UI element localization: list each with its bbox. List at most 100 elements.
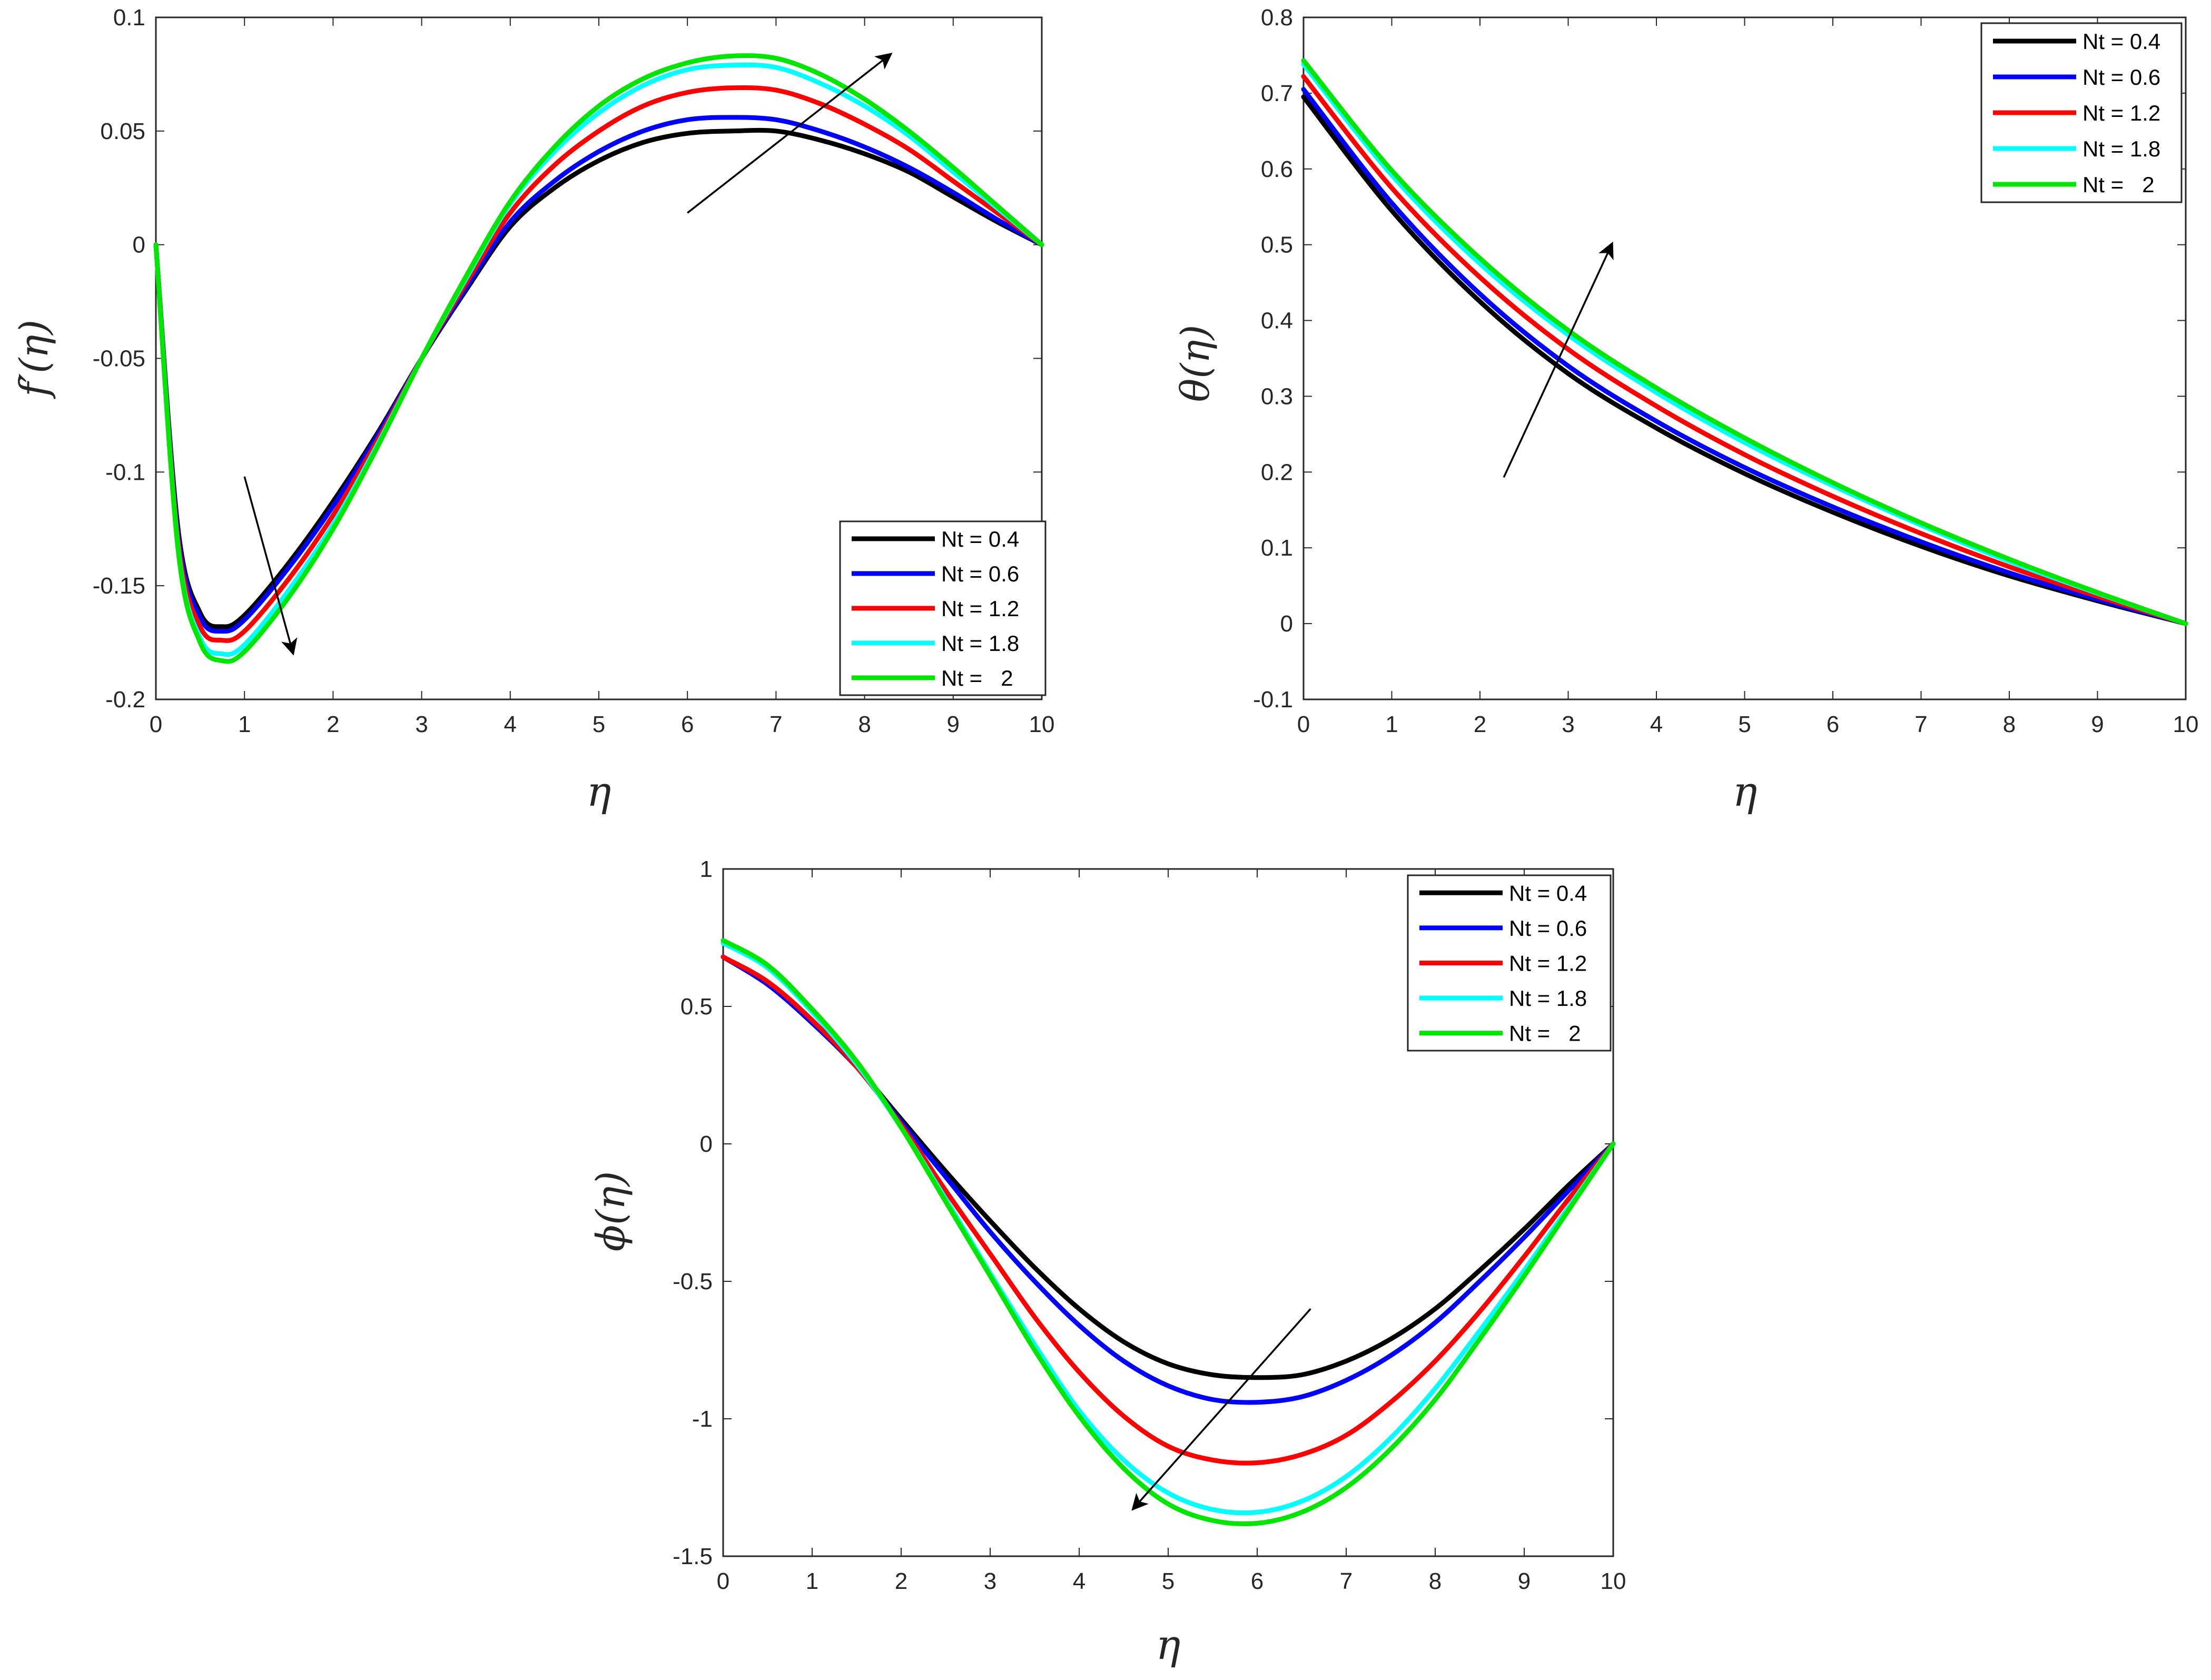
trend-arrow [687,53,893,214]
x-tick-label: 6 [1827,711,1839,737]
y-axis-label: θ(η) [1173,325,1218,402]
axis-ticks: 0 1 2 3 4 5 6 7 8 9 10 -1.5 -1 -0.5 0 0.5 1 [673,856,1626,1594]
y-tick-label: -0.5 [673,1269,713,1294]
series-line-1 [153,115,1044,634]
y-axis-label: f′(η) [12,320,57,399]
x-tick-label: 9 [947,711,960,737]
trend-arrow [1503,241,1614,478]
x-tick-label: 10 [1029,711,1055,737]
x-axis-label: η [1733,768,1758,816]
y-tick-label: 0.2 [1261,459,1293,485]
x-tick-label: 2 [1474,711,1486,737]
y-tick-label: -0.1 [1253,687,1293,713]
series-line-2 [1301,74,2188,626]
legend: Nt = 0.4 Nt = 0.6 Nt = 1.2 Nt = 1.8 Nt = 2 [839,520,1047,696]
y-tick-label: -0.15 [93,573,145,599]
y-tick-label: 0.1 [1261,535,1293,561]
y-tick-label: -0.05 [93,346,145,372]
x-tick-label: 3 [1562,711,1574,737]
x-tick-label: 1 [1385,711,1398,737]
legend-label: Nt = 1.8 [2082,136,2160,161]
x-tick-label: 2 [327,711,339,737]
legend-label: Nt = 0.6 [941,561,1019,586]
x-tick-label: 2 [895,1568,907,1594]
x-tick-label: 8 [2003,711,2016,737]
x-tick-label: 6 [681,711,694,737]
legend-label: Nt = 0.4 [941,527,1019,551]
trend-arrows [1131,1308,1311,1511]
chart-temperature: 0 1 2 3 4 5 6 7 8 9 10-0.100.10.20.30.40.50.60.70.… [1173,5,2198,816]
y-tick-label: -1.5 [673,1544,713,1569]
legend-label: Nt = 1.2 [1509,951,1587,976]
series-line-1 [1301,87,2188,626]
x-tick-label: 8 [1429,1568,1442,1594]
y-tick-label: 0.1 [113,5,145,31]
trend-arrow [1131,1308,1311,1511]
y-tick-label: 0.4 [1261,308,1293,334]
legend-label: Nt = 1.8 [1509,986,1587,1011]
y-tick-label: -1 [692,1406,713,1432]
x-tick-label: 0 [150,711,162,737]
x-tick-label: 10 [1601,1568,1626,1594]
y-tick-label: 0.6 [1261,156,1293,182]
x-tick-label: 5 [1738,711,1751,737]
legend-label: Nt = 0.4 [1509,881,1587,905]
axis-ticks: 0 1 2 3 4 5 6 7 8 9 10 -0.2 -0.15 -0.1 -0.05 0 0.05 0.1 [93,5,1055,737]
series-line-4 [720,938,1616,1527]
legend-label: Nt = 2 [2082,172,2155,197]
y-tick-label: 1 [700,856,713,882]
trend-arrows [243,53,893,656]
x-tick-label: 4 [504,711,517,737]
series-line-0 [153,127,1044,629]
y-tick-label: -0.2 [105,687,145,713]
x-tick-label: 1 [806,1568,818,1594]
y-tick-label: 0 [700,1131,713,1157]
trend-arrows [1503,241,1614,478]
y-tick-label: 0.5 [680,994,713,1020]
x-tick-label: 0 [717,1568,729,1594]
axis-ticks: 0 1 2 3 4 5 6 7 8 9 10-0.100.10.20.30.40.50.60.70.… [1253,5,2198,737]
legend-label: Nt = 1.8 [941,631,1019,656]
x-tick-label: 9 [1518,1568,1531,1594]
series-line-2 [153,85,1044,643]
x-tick-label: 6 [1251,1568,1264,1594]
x-tick-label: 5 [593,711,605,737]
legend-label: Nt = 0.6 [2082,65,2160,90]
x-tick-label: 5 [1162,1568,1174,1594]
x-tick-label: 7 [1914,711,1927,737]
series-lines [1301,58,2188,626]
x-tick-label: 1 [238,711,251,737]
series-line-4 [153,53,1044,664]
trend-arrow [243,476,298,656]
y-tick-label: 0 [1280,611,1293,637]
x-axis-label: η [1156,1622,1181,1669]
y-axis-label: ϕ(η) [588,1171,634,1252]
legend-label: Nt = 2 [941,666,1013,690]
x-tick-label: 8 [858,711,871,737]
x-tick-label: 3 [984,1568,996,1594]
chart-velocity: 0 1 2 3 4 5 6 7 8 9 10 -0.2 -0.15 -0.1 -0.05 0 0.05 0.1 N… [12,5,1054,816]
legend: Nt = 0.4 Nt = 0.6 Nt = 1.2 Nt = 1.8 Nt = 2 [1980,22,2183,203]
chart-concentration: 0 1 2 3 4 5 6 7 8 9 10-1.5-1-0.500.51 Nt = 0.4Nt =… [588,856,1626,1669]
y-tick-label: 0 [133,232,145,258]
legend-label: Nt = 0.6 [1509,916,1587,941]
y-tick-label: 0.5 [1261,232,1293,258]
x-tick-label: 7 [769,711,782,737]
y-tick-label: 0.3 [1261,383,1293,409]
x-axis-label: η [587,768,611,816]
x-tick-label: 3 [415,711,428,737]
y-tick-label: 0.7 [1261,81,1293,106]
legend: Nt = 0.4 Nt = 0.6 Nt = 1.2 Nt = 1.8 Nt = 2 [1407,874,1612,1052]
x-tick-label: 7 [1340,1568,1353,1594]
legend-label: Nt = 2 [1509,1021,1581,1046]
y-tick-label: -0.1 [105,459,145,485]
legend-label: Nt = 0.4 [2082,29,2160,54]
x-tick-label: 4 [1073,1568,1085,1594]
y-tick-label: 0.05 [100,118,145,144]
series-line-4 [1301,58,2188,626]
x-tick-label: 9 [2091,711,2104,737]
legend-label: Nt = 1.2 [2082,101,2160,125]
x-tick-label: 10 [2173,711,2199,737]
series-lines [153,53,1044,664]
